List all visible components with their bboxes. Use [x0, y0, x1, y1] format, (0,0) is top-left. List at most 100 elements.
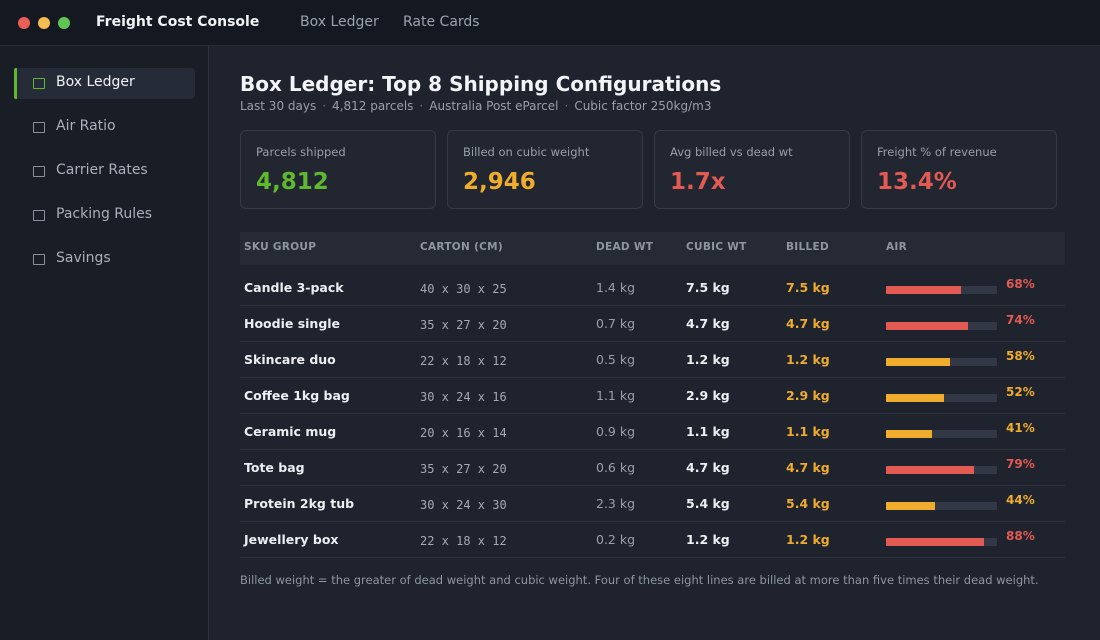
sidebar-item-savings[interactable]: Savings	[14, 244, 195, 275]
close-window-button[interactable]	[18, 17, 30, 29]
air-bar-fill	[886, 466, 974, 474]
sidebar-item-box-ledger[interactable]: Box Ledger	[14, 68, 195, 99]
sidebar-item-label: Savings	[56, 250, 111, 266]
column-header-air[interactable]: AIR	[886, 241, 908, 253]
sku-cell: Skincare duo	[244, 352, 336, 367]
table-row[interactable]: Candle 3-pack 40 x 30 x 25 1.4 kg 7.5 kg 7.5…	[240, 270, 1065, 306]
stat-label: Avg billed vs dead wt	[670, 145, 793, 159]
air-bar-track	[886, 466, 997, 474]
carton-cell: 30 x 24 x 30	[420, 498, 507, 512]
cubic-weight-cell: 4.7 kg	[686, 460, 730, 475]
air-percent: 74%	[1006, 313, 1035, 327]
cubic-weight-cell: 7.5 kg	[686, 280, 730, 295]
stat-card-freight-percent: Freight % of revenue 13.4%	[861, 130, 1057, 209]
sku-cell: Protein 2kg tub	[244, 496, 355, 511]
carton-cell: 35 x 27 x 20	[420, 318, 507, 332]
separator-dot: ·	[322, 99, 327, 113]
column-header-carton[interactable]: CARTON (CM)	[420, 241, 504, 253]
table-row[interactable]: Hoodie single 35 x 27 x 20 0.7 kg 4.7 kg 4.7…	[240, 306, 1065, 342]
table-row[interactable]: Protein 2kg tub 30 x 24 x 30 2.3 kg 5.4 kg 5…	[240, 486, 1065, 522]
topnav-box-ledger[interactable]: Box Ledger	[300, 14, 379, 30]
sidebar-item-carrier-rates[interactable]: Carrier Rates	[14, 156, 195, 187]
column-header-sku-group[interactable]: SKU GROUP	[244, 241, 317, 253]
square-icon	[33, 122, 45, 133]
billed-weight-cell: 7.5 kg	[786, 280, 830, 295]
air-percent: 52%	[1006, 385, 1035, 399]
billed-weight-cell: 1.1 kg	[786, 424, 830, 439]
sidebar-item-packing-rules[interactable]: Packing Rules	[14, 200, 195, 231]
air-bar-track	[886, 394, 997, 402]
sku-cell: Coffee 1kg bag	[244, 388, 350, 403]
sku-cell: Tote bag	[244, 460, 305, 475]
carton-cell: 20 x 16 x 14	[420, 426, 507, 440]
table-row[interactable]: Ceramic mug 20 x 16 x 14 0.9 kg 1.1 kg 1.1 k…	[240, 414, 1065, 450]
air-bar-fill	[886, 502, 935, 510]
stat-value: 2,946	[463, 169, 536, 195]
air-bar-fill	[886, 322, 968, 330]
dead-weight-cell: 2.3 kg	[596, 496, 636, 511]
table-row[interactable]: Jewellery box 22 x 18 x 12 0.2 kg 1.2 kg 1.2…	[240, 522, 1065, 558]
carton-cell: 40 x 30 x 25	[420, 282, 507, 296]
cubic-weight-cell: 1.1 kg	[686, 424, 730, 439]
air-percent: 41%	[1006, 421, 1035, 435]
page-subtitle: Last 30 days · 4,812 parcels · Australia Pos…	[240, 99, 711, 113]
air-bar-fill	[886, 358, 950, 366]
square-icon	[33, 166, 45, 177]
stat-value: 1.7x	[670, 169, 726, 195]
stat-value: 4,812	[256, 169, 329, 195]
sidebar-item-label: Air Ratio	[56, 118, 116, 134]
billed-weight-cell: 4.7 kg	[786, 316, 830, 331]
billed-weight-cell: 1.2 kg	[786, 352, 830, 367]
sku-cell: Jewellery box	[244, 532, 339, 547]
separator-dot: ·	[564, 99, 569, 113]
column-header-cubic-wt[interactable]: CUBIC WT	[686, 241, 747, 253]
minimize-window-button[interactable]	[38, 17, 50, 29]
stat-label: Parcels shipped	[256, 145, 346, 159]
air-bar-track	[886, 358, 997, 366]
cubic-weight-cell: 5.4 kg	[686, 496, 730, 511]
stat-label: Freight % of revenue	[877, 145, 997, 159]
title-bar: Freight Cost Console Box Ledger Rate Car…	[0, 0, 1100, 46]
separator-dot: ·	[419, 99, 424, 113]
billed-weight-cell: 1.2 kg	[786, 532, 830, 547]
table-row[interactable]: Tote bag 35 x 27 x 20 0.6 kg 4.7 kg 4.7 kg 79…	[240, 450, 1065, 486]
sku-cell: Hoodie single	[244, 316, 341, 331]
column-header-dead-wt[interactable]: DEAD WT	[596, 241, 654, 253]
table-row[interactable]: Coffee 1kg bag 30 x 24 x 16 1.1 kg 2.9 kg 2.…	[240, 378, 1065, 414]
column-header-billed[interactable]: BILLED	[786, 241, 829, 253]
table-row[interactable]: Skincare duo 22 x 18 x 12 0.5 kg 1.2 kg 1.2 …	[240, 342, 1065, 378]
footnote: Billed weight = the greater of dead weig…	[240, 573, 1039, 587]
carton-cell: 22 x 18 x 12	[420, 354, 507, 368]
air-bar-track	[886, 430, 997, 438]
sidebar-item-label: Box Ledger	[56, 74, 135, 90]
billed-weight-cell: 2.9 kg	[786, 388, 830, 403]
air-bar-track	[886, 322, 997, 330]
stat-value: 13.4%	[877, 169, 957, 195]
cubic-weight-cell: 1.2 kg	[686, 352, 730, 367]
air-bar-fill	[886, 430, 932, 438]
air-percent: 44%	[1006, 493, 1035, 507]
sidebar-item-label: Packing Rules	[56, 206, 153, 222]
stat-card-billed-cubic: Billed on cubic weight 2,946	[447, 130, 643, 209]
sidebar-item-air-ratio[interactable]: Air Ratio	[14, 112, 195, 143]
sku-cell: Candle 3-pack	[244, 280, 344, 295]
cubic-weight-cell: 4.7 kg	[686, 316, 730, 331]
dead-weight-cell: 0.2 kg	[596, 532, 636, 547]
topnav-rate-cards[interactable]: Rate Cards	[403, 14, 480, 30]
sidebar: Box Ledger Air Ratio Carrier Rates Packi…	[0, 46, 209, 640]
billed-weight-cell: 5.4 kg	[786, 496, 830, 511]
square-icon	[33, 210, 45, 221]
carton-cell: 22 x 18 x 12	[420, 534, 507, 548]
app-title: Freight Cost Console	[96, 14, 260, 30]
dead-weight-cell: 1.1 kg	[596, 388, 636, 403]
subtitle-cubic-factor: Cubic factor 250kg/m3	[574, 99, 712, 113]
square-icon	[33, 78, 45, 89]
air-percent: 58%	[1006, 349, 1035, 363]
carton-cell: 35 x 27 x 20	[420, 462, 507, 476]
stat-card-parcels-shipped: Parcels shipped 4,812	[240, 130, 436, 209]
maximize-window-button[interactable]	[58, 17, 70, 29]
air-bar-fill	[886, 394, 944, 402]
cubic-weight-cell: 2.9 kg	[686, 388, 730, 403]
air-percent: 88%	[1006, 529, 1035, 543]
air-bar-fill	[886, 538, 984, 546]
